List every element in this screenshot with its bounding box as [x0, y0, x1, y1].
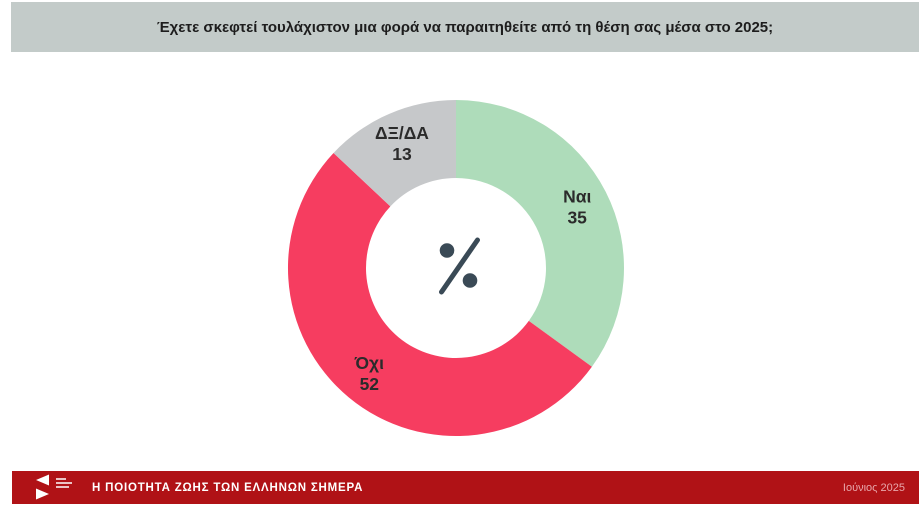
- donut-chart: Ναι 35 Όχι 52 ΔΞ/ΔΑ 13: [287, 100, 624, 437]
- footer-title: Η ΠΟΙΟΤΗΤΑ ΖΩΗΣ ΤΩΝ ΕΛΛΗΝΩΝ ΣΗΜΕΡΑ: [92, 481, 364, 494]
- donut-chart-area: Ναι 35 Όχι 52 ΔΞ/ΔΑ 13: [266, 78, 646, 458]
- question-header-bar: Έχετε σκεφτεί τουλάχιστον μια φορά να πα…: [11, 2, 919, 52]
- percent-symbol: [439, 237, 480, 295]
- footer-date: Ιούνιος 2025: [842, 481, 905, 494]
- pie-slice-no: [287, 153, 592, 437]
- logo-caption-lines: [56, 478, 72, 488]
- footer-bar: Η ΠΟΙΟΤΗΤΑ ΖΩΗΣ ΤΩΝ ΕΛΛΗΝΩΝ ΣΗΜΕΡΑ Ιούνι…: [12, 471, 919, 504]
- slice-label-dk-na: ΔΞ/ΔΑ 13: [375, 123, 429, 164]
- slice-label-yes: Ναι 35: [563, 186, 591, 227]
- kapa-research-logo-icon: [36, 474, 49, 500]
- pie-slice-yes: [456, 100, 624, 367]
- slice-label-no: Όχι 52: [354, 353, 385, 394]
- question-title: Έχετε σκεφτεί τουλάχιστον μια φορά να πα…: [156, 18, 774, 36]
- pie-slice-dk-na: [333, 100, 456, 207]
